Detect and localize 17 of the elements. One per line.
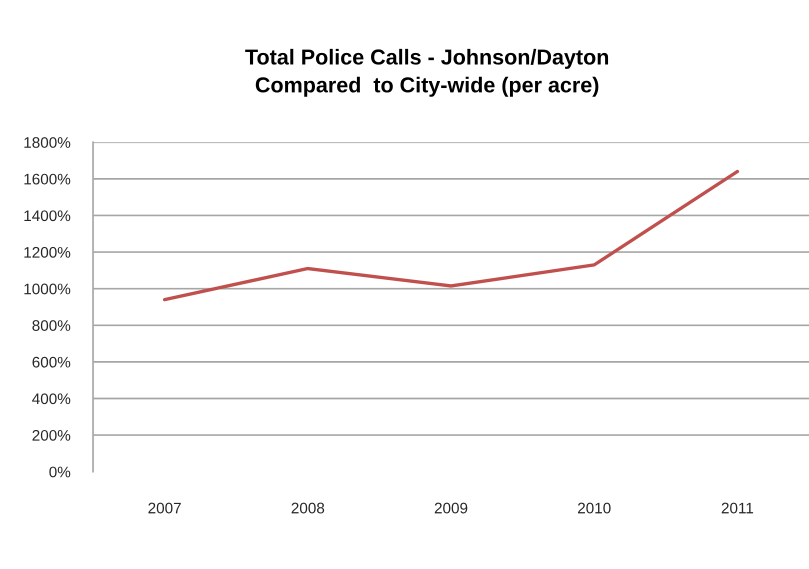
y-tick-label: 400% <box>32 393 70 404</box>
y-tick-label: 1600% <box>24 174 70 185</box>
x-tick-label: 2007 <box>148 502 181 514</box>
x-tick-label: 2010 <box>578 502 611 514</box>
y-tick-label: 0% <box>49 466 70 478</box>
x-tick-label: 2009 <box>434 502 468 514</box>
y-tick-label: 1000% <box>24 284 70 294</box>
y-tick-label: 1400% <box>24 210 70 222</box>
line-series <box>162 170 740 302</box>
x-tick-label: 2011 <box>722 502 754 514</box>
x-tick-label: 2008 <box>292 502 324 514</box>
y-tick-label: 800% <box>32 320 70 331</box>
chart-title: Total Police Calls - Johnson/Dayton Compared to City-wide (per acre) <box>245 48 608 97</box>
y-tick-label: 200% <box>32 430 70 441</box>
y-tick-label: 600% <box>32 356 70 368</box>
y-tick-label: 1200% <box>24 246 70 258</box>
y-tick-label: 1800% <box>24 137 70 148</box>
